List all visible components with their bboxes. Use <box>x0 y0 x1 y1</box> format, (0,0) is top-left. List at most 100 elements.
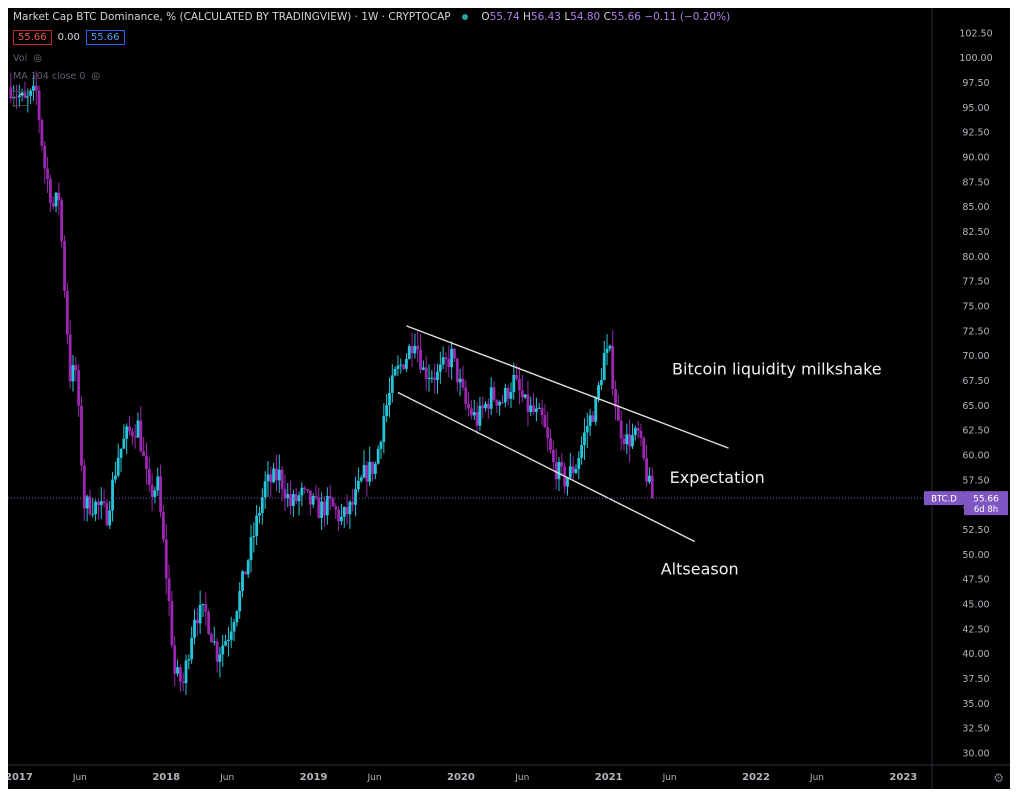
candle-body <box>46 168 49 179</box>
candle-body <box>622 438 626 445</box>
candle-body <box>128 426 131 432</box>
candle-body <box>529 405 533 413</box>
candle-body <box>501 401 504 403</box>
candle-body <box>639 430 643 438</box>
candle-body <box>478 405 482 426</box>
candle-body <box>506 388 510 399</box>
candle-body <box>354 489 357 505</box>
candle-body <box>532 405 535 413</box>
candle-body <box>385 405 389 417</box>
candle-body <box>616 406 620 421</box>
candle-body <box>337 509 341 522</box>
candle-body <box>628 434 632 447</box>
candle-body <box>642 437 646 459</box>
candle-body <box>447 359 451 368</box>
candle-body <box>325 496 329 516</box>
candle-body <box>272 468 276 483</box>
y-tick-label: 30.00 <box>962 749 989 760</box>
candle-body <box>410 346 414 354</box>
x-tick-label: 2023 <box>889 772 917 783</box>
y-tick-label: 65.00 <box>962 401 989 412</box>
candle-body <box>314 496 318 498</box>
candle-body <box>249 537 253 561</box>
chart-header: Market Cap BTC Dominance, % (CALCULATED … <box>13 11 730 23</box>
candle-body <box>291 494 295 506</box>
candle-body <box>167 578 171 602</box>
x-tick-label: 2020 <box>447 772 475 783</box>
y-tick-label: 85.00 <box>962 202 989 213</box>
candle-body <box>252 535 256 538</box>
y-tick-label: 90.00 <box>962 153 989 164</box>
y-tick-label: 100.00 <box>959 53 992 64</box>
candle-body <box>97 501 100 506</box>
chevron-up-icon[interactable]: ⌃ <box>13 91 29 106</box>
candle-body <box>125 426 129 439</box>
candle-body <box>396 365 400 369</box>
candle-body <box>464 387 468 405</box>
y-tick-label: 102.50 <box>959 28 992 39</box>
x-tick-label: Jun <box>72 773 87 783</box>
candle-body <box>577 457 581 469</box>
price-symbol-text: BTC.D <box>931 495 957 505</box>
candle-body <box>436 371 439 380</box>
candle-body <box>348 501 352 515</box>
eye-crossed-icon[interactable]: ◎ <box>91 71 101 82</box>
candle-body <box>63 241 66 291</box>
gear-icon[interactable]: ⚙ <box>993 771 1004 785</box>
candle-body <box>580 445 584 458</box>
x-tick-label: Jun <box>514 773 529 783</box>
candle-body <box>373 463 377 475</box>
candle-body <box>543 415 547 428</box>
value-badges: 55.66 0.00 55.66 <box>13 30 125 45</box>
candle-body <box>105 503 109 526</box>
candle-body <box>266 474 270 482</box>
candle-body <box>306 489 309 491</box>
candle-body <box>419 349 422 370</box>
candle-body <box>390 375 394 393</box>
candle-body <box>438 364 442 372</box>
price-chart[interactable]: Bitcoin liquidity milkshake Expectation Al… <box>8 8 1010 789</box>
candle-body <box>537 407 541 409</box>
trend-line[interactable] <box>397 391 695 543</box>
y-tick-label: 67.50 <box>962 376 989 387</box>
candle-body <box>467 404 470 409</box>
candle-body <box>147 469 151 485</box>
candle-body <box>40 120 44 146</box>
ma-indicator[interactable]: MA 104 close 0 ◎ <box>13 71 101 82</box>
candle-body <box>51 203 55 207</box>
candle-body <box>379 441 383 449</box>
candle-body <box>238 590 242 612</box>
eye-crossed-icon[interactable]: ◎ <box>33 53 42 64</box>
trend-line[interactable] <box>406 325 729 449</box>
candle-body <box>402 364 405 369</box>
candle-body <box>568 466 572 478</box>
candle-body <box>461 378 465 388</box>
y-tick-label: 70.00 <box>962 351 989 362</box>
candle-body <box>190 637 194 660</box>
candle-body <box>136 420 140 438</box>
candle-body <box>210 634 213 643</box>
candle-body <box>294 494 298 502</box>
candle-body <box>173 645 177 674</box>
candle-body <box>286 494 290 499</box>
candle-body <box>546 427 550 439</box>
candle-body <box>571 466 575 473</box>
candle-body <box>150 484 154 497</box>
candle-body <box>26 95 30 98</box>
candle-body <box>119 448 123 458</box>
candle-body <box>243 571 247 575</box>
chart-frame[interactable]: Bitcoin liquidity milkshake Expectation Al… <box>8 8 1010 789</box>
candle-body <box>283 488 287 499</box>
vol-indicator[interactable]: Vol ◎ <box>13 53 42 64</box>
candle-body <box>102 501 106 504</box>
candle-body <box>470 408 473 416</box>
x-tick-label: Jun <box>367 773 382 783</box>
candle-body <box>334 506 338 510</box>
candle-body <box>421 367 425 370</box>
candle-body <box>142 451 146 456</box>
candle-body <box>139 420 143 452</box>
candle-body <box>116 457 120 476</box>
candle-body <box>311 496 315 505</box>
y-tick-label: 35.00 <box>962 699 989 710</box>
candle-body <box>424 367 428 379</box>
